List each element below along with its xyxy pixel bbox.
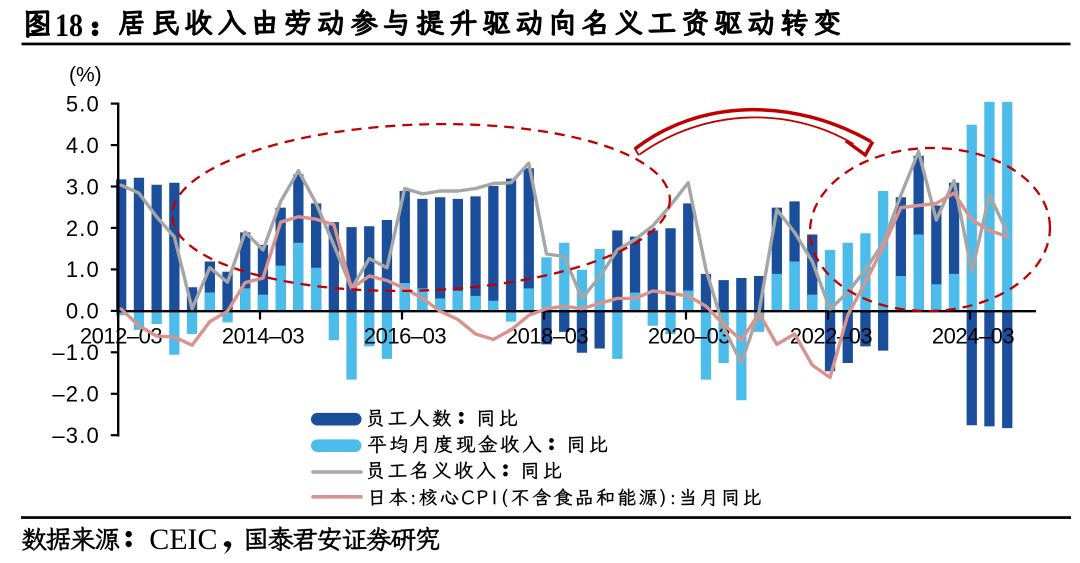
svg-text:2014–03: 2014–03 xyxy=(222,324,304,349)
svg-text:18: 18 xyxy=(55,7,83,44)
svg-text:–2.0: –2.0 xyxy=(52,382,100,407)
svg-text:2022–03: 2022–03 xyxy=(790,324,872,349)
svg-text:2024–03: 2024–03 xyxy=(932,324,1014,349)
svg-text:3.0: 3.0 xyxy=(66,174,100,199)
svg-text:2020–03: 2020–03 xyxy=(648,324,730,349)
svg-text:2016–03: 2016–03 xyxy=(364,324,446,349)
svg-text:–3.0: –3.0 xyxy=(52,423,100,448)
svg-text:(%): (%) xyxy=(69,64,102,87)
svg-text:0.0: 0.0 xyxy=(66,299,100,324)
svg-text:CEIC: CEIC xyxy=(149,523,217,556)
svg-text:2012–03: 2012–03 xyxy=(80,324,162,349)
svg-text:2.0: 2.0 xyxy=(66,216,100,241)
svg-text:4.0: 4.0 xyxy=(66,133,100,158)
svg-text:1.0: 1.0 xyxy=(66,257,100,282)
svg-text:–1.0: –1.0 xyxy=(52,340,100,365)
svg-text:2018–03: 2018–03 xyxy=(506,324,588,349)
svg-text:5.0: 5.0 xyxy=(66,91,100,116)
